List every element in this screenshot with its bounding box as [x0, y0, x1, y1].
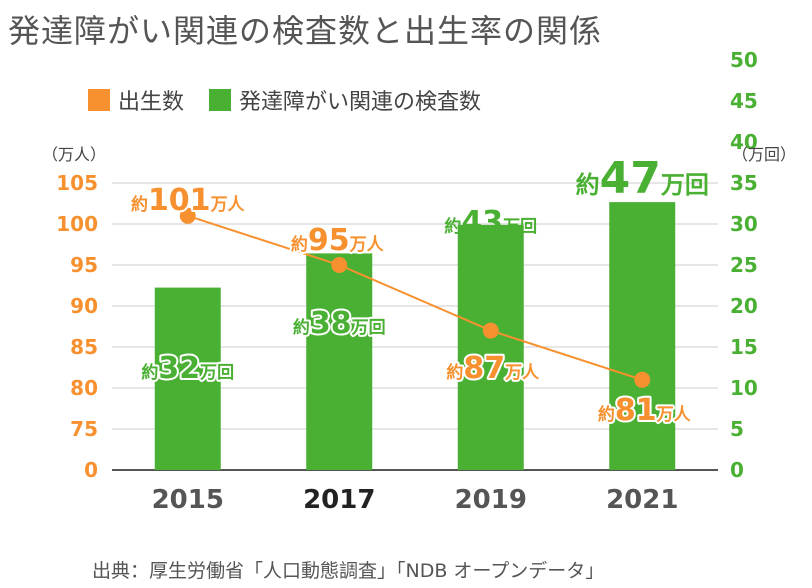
left-axis-tick-label: 75 [70, 417, 98, 441]
right-axis-tick-label: 35 [730, 171, 758, 195]
bar [457, 224, 524, 470]
births-label: 約95万人 [291, 223, 385, 258]
bar [609, 202, 676, 470]
right-axis-tick-label: 5 [730, 417, 744, 441]
left-axis-tick-label: 80 [70, 376, 98, 400]
left-axis-tick-label: 105 [56, 171, 98, 195]
births-line [187, 214, 643, 381]
births-label: 約81万人 [598, 393, 692, 428]
tests-label: 約43万回 [444, 205, 537, 240]
right-axis-tick-label: 25 [730, 253, 758, 277]
x-axis-tick-label: 2019 [455, 485, 527, 515]
right-axis-unit: （万回） [732, 145, 796, 164]
right-axis-tick-label: 40 [730, 130, 758, 154]
right-axis-tick-label: 30 [730, 212, 758, 236]
births-point [482, 322, 499, 339]
right-axis-tick-label: 15 [730, 335, 758, 359]
x-axis-tick-label: 2021 [606, 485, 678, 515]
left-axis-unit: （万人） [42, 145, 106, 164]
legend-label-tests: 発達障がい関連の検査数 [239, 90, 482, 115]
x-axis-tick-label: 2017 [303, 485, 375, 515]
births-label: 約101万人 [131, 183, 246, 218]
legend-item-tests: 発達障がい関連の検査数 [209, 84, 481, 116]
tests-label: 約32万回 [141, 351, 234, 386]
left-axis-tick-label: 95 [70, 253, 98, 277]
bar [154, 287, 221, 470]
births-point [179, 207, 196, 224]
left-axis-tick-label: 90 [70, 294, 98, 318]
left-axis-tick-label: 0 [84, 458, 98, 482]
bar [306, 253, 373, 470]
left-axis-tick-label: 100 [56, 212, 98, 236]
legend-swatch-births [88, 89, 110, 111]
chart-legend: 出生数 発達障がい関連の検査数 [88, 84, 499, 117]
legend-item-births: 出生数 [88, 84, 184, 116]
tests-label: 約47万回 [576, 153, 709, 204]
right-axis-tick-label: 0 [730, 458, 744, 482]
chart-title: 発達障がい関連の検査数と出生率の関係 [8, 12, 603, 50]
right-axis-tick-label: 50 [730, 48, 758, 72]
legend-swatch-tests [209, 89, 232, 111]
right-axis-tick-label: 20 [730, 294, 758, 318]
source-note: 出典：厚生労働省「人口動態調査」「NDB オープンデータ」 [92, 560, 605, 582]
left-axis-tick-label: 85 [70, 335, 98, 359]
legend-label-births: 出生数 [118, 90, 185, 115]
x-axis-tick-label: 2015 [152, 485, 224, 515]
right-axis-tick-label: 45 [730, 89, 758, 113]
right-axis-tick-label: 10 [730, 376, 758, 400]
births-point [331, 257, 348, 273]
births-point [634, 371, 651, 388]
births-label: 約87万人 [446, 351, 540, 386]
tests-label: 約38万回 [293, 306, 386, 341]
